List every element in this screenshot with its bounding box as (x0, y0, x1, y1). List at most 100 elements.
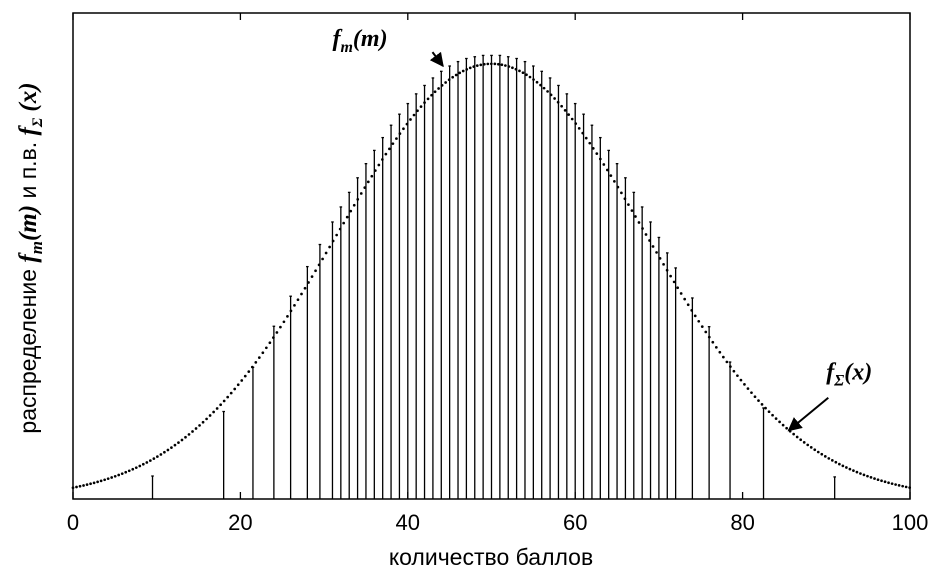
density-dot (497, 62, 500, 66)
density-curve (71, 62, 912, 490)
density-dot (577, 126, 581, 130)
density-dot (187, 433, 191, 436)
density-dot (331, 239, 335, 243)
density-dot (447, 78, 451, 82)
density-dot (103, 478, 106, 482)
density-dot (148, 459, 152, 462)
density-dot (113, 474, 117, 478)
density-dot (272, 336, 275, 339)
density-dot (458, 71, 462, 75)
density-dot (627, 203, 630, 206)
density-dot (110, 476, 114, 479)
density-dot (588, 141, 592, 145)
annotations: fm(m) fΣ(x) (332, 26, 872, 432)
density-dot (78, 484, 82, 488)
density-dot (778, 420, 781, 424)
density-dot (718, 350, 722, 354)
density-dot (345, 215, 349, 219)
density-dot (257, 356, 261, 359)
density-dot (454, 73, 458, 77)
density-dot (739, 378, 743, 382)
density-dot (359, 192, 363, 195)
density-dot (880, 479, 883, 483)
density-dot (381, 158, 384, 161)
density-dot (707, 335, 711, 339)
density-dot (852, 469, 855, 473)
density-dot (711, 340, 715, 344)
density-dot (451, 75, 455, 79)
density-dot (212, 410, 215, 414)
density-dot (279, 325, 282, 329)
density-dot (542, 86, 546, 90)
density-dot (890, 482, 894, 486)
density-dot (634, 215, 637, 218)
x-tick-label: 0 (67, 510, 79, 535)
density-dot (289, 309, 293, 313)
density-dot (303, 286, 307, 290)
density-dot (848, 467, 852, 471)
density-dot (648, 239, 651, 242)
density-dot (683, 297, 687, 301)
density-dot (525, 73, 528, 77)
density-dot (465, 67, 469, 71)
density-dot (630, 209, 634, 212)
density-dot (676, 286, 679, 290)
density-dot (180, 438, 184, 442)
density-dot (518, 69, 521, 73)
density-dot (598, 157, 602, 161)
density-dot (563, 109, 567, 112)
density-dot (395, 137, 398, 140)
density-dot (229, 391, 233, 395)
density-dot (479, 63, 483, 67)
density-dot (732, 369, 736, 373)
density-dot (89, 482, 92, 486)
density-dot (71, 486, 75, 490)
density-dot (85, 483, 89, 486)
density-dot (743, 383, 746, 386)
density-dot (806, 443, 810, 447)
density-dot (760, 403, 764, 406)
density-dot (644, 233, 648, 236)
density-dot (591, 147, 595, 150)
density-dot (859, 472, 862, 475)
annotation-arrow (429, 51, 444, 68)
fm-annotation: fm(m) (332, 26, 444, 68)
density-dot (177, 441, 180, 444)
density-dot (461, 69, 465, 73)
density-dot (226, 395, 230, 399)
density-dot (268, 341, 272, 345)
density-dot (532, 78, 535, 81)
density-dot (901, 484, 904, 488)
density-dot (405, 122, 409, 126)
density-dot (887, 481, 890, 485)
density-dot (809, 446, 813, 449)
density-dot (655, 251, 658, 254)
density-dot (472, 65, 476, 69)
density-dot (328, 245, 331, 249)
density-dot (841, 464, 845, 468)
density-dot (546, 90, 549, 93)
density-dot (444, 81, 447, 84)
density-dot (264, 346, 268, 350)
x-tick-label: 80 (730, 510, 754, 535)
density-dot (637, 221, 641, 224)
density-dot (584, 136, 588, 140)
density-dot (208, 414, 212, 417)
density-dot (356, 197, 360, 201)
density-dot (275, 331, 279, 334)
density-dot (781, 423, 785, 427)
density-dot (366, 180, 370, 184)
density-dot (802, 441, 806, 444)
density-dot (605, 168, 609, 172)
density-dot (581, 131, 585, 135)
density-dot (838, 462, 841, 466)
density-dot (205, 417, 208, 421)
density-dot (173, 443, 177, 447)
density-dot (613, 179, 616, 183)
density-dot (556, 100, 560, 104)
density-dot (764, 406, 767, 410)
density-dot (384, 152, 388, 156)
density-dot (595, 152, 599, 155)
density-dot (823, 455, 827, 458)
